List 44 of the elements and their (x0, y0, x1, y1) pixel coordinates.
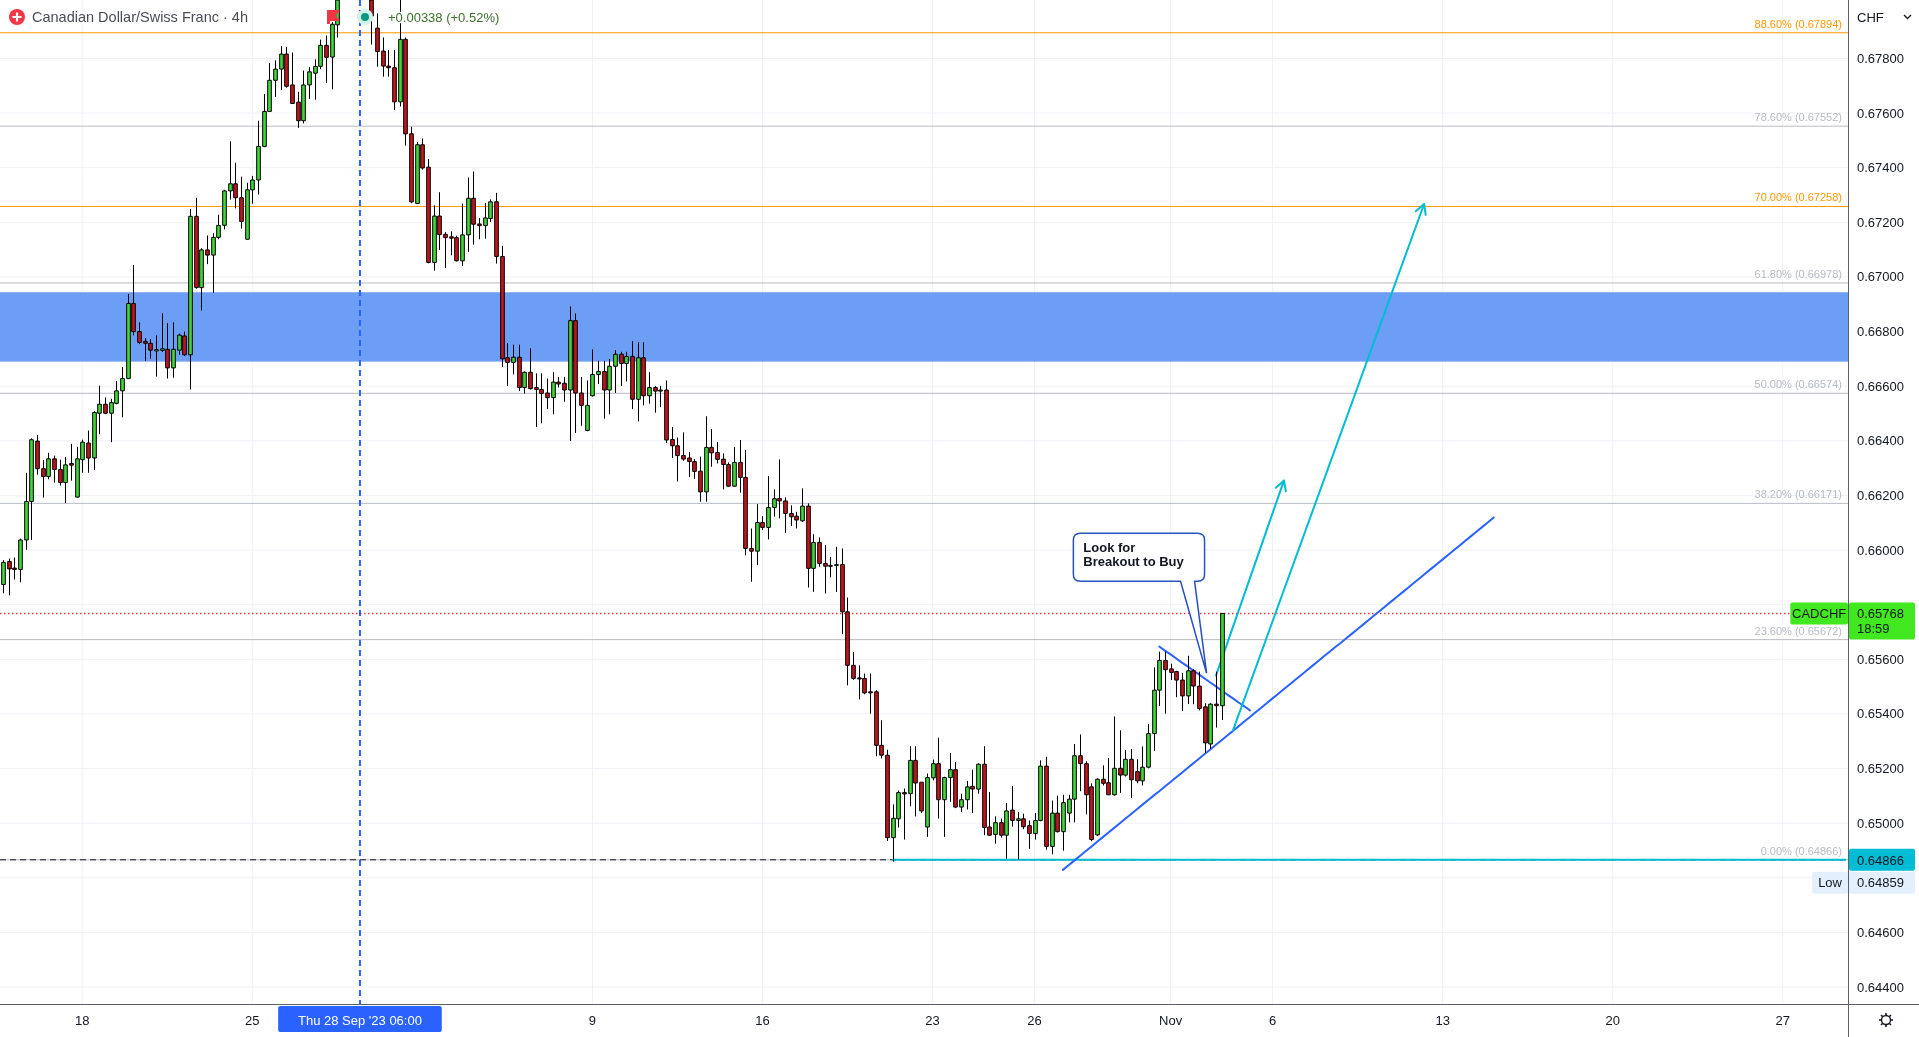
y-tick-label: 0.66800 (1857, 324, 1904, 340)
y-tick-label: 0.67800 (1857, 50, 1904, 66)
y-axis-title: CHF (1857, 9, 1884, 25)
annotation: Look for Breakout to Buy (1083, 540, 1185, 570)
annotation: Low (1818, 875, 1843, 891)
data-label: 0.64866 (1857, 852, 1904, 868)
ref-line-label: 23.60% (0.65672) (1754, 624, 1842, 637)
annotation: CADCHF (1792, 605, 1847, 621)
x-tick-label: 27 (1775, 1012, 1791, 1028)
y-tick-label: 0.65600 (1857, 651, 1904, 667)
y-tick-label: 0.66600 (1857, 378, 1904, 394)
y-tick-label: 0.65400 (1857, 706, 1904, 722)
x-tick-label: 6 (1269, 1012, 1277, 1028)
x-tick-label: 9 (588, 1012, 596, 1028)
x-tick-label: 13 (1435, 1012, 1450, 1028)
x-tick-label: 23 (925, 1012, 940, 1028)
x-tick-label: 20 (1605, 1012, 1620, 1028)
y-tick-label: 0.66200 (1857, 487, 1904, 503)
y-tick-label: 0.64600 (1857, 924, 1904, 940)
x-tick-label: 25 (245, 1012, 260, 1028)
y-tick-label: 0.67000 (1857, 269, 1904, 285)
ref-line-label: 61.80% (0.66978) (1754, 267, 1842, 280)
y-tick-label: 0.67400 (1857, 160, 1904, 176)
ref-line-label: 70.00% (0.67258) (1754, 191, 1842, 204)
x-tick-label: 18 (74, 1012, 90, 1028)
y-tick-label: 0.67600 (1857, 105, 1904, 121)
x-tick-label: Nov (1159, 1012, 1183, 1028)
x-tick-label: 26 (1027, 1012, 1042, 1028)
x-tick-label: 16 (755, 1012, 770, 1028)
y-tick-label: 0.65000 (1857, 815, 1904, 831)
x-tick-label: Thu 28 Sep '23 06:00 (298, 1012, 422, 1028)
y-tick-label: 0.65200 (1857, 761, 1904, 777)
ref-line-label: 38.20% (0.66171) (1754, 488, 1842, 501)
ref-line-label: 50.00% (0.66574) (1754, 378, 1842, 391)
ref-line-label: 0.00% (0.64866) (1760, 844, 1842, 857)
ref-line-label: 88.60% (0.67894) (1754, 17, 1842, 30)
text: Canadian Dollar/Swiss Franc · 4h (32, 9, 248, 25)
ref-line-label: 0.65768 18:59 (1857, 605, 1904, 636)
y-tick-label: 0.67200 (1857, 214, 1904, 230)
ref-line-label: 78.60% (0.67552) (1754, 111, 1842, 124)
y-tick-label: 0.66000 (1857, 542, 1904, 558)
y-tick-label: 0.64400 (1857, 979, 1904, 995)
text: 0.64859 (1857, 875, 1904, 891)
y-tick-label: 0.66400 (1857, 433, 1904, 449)
